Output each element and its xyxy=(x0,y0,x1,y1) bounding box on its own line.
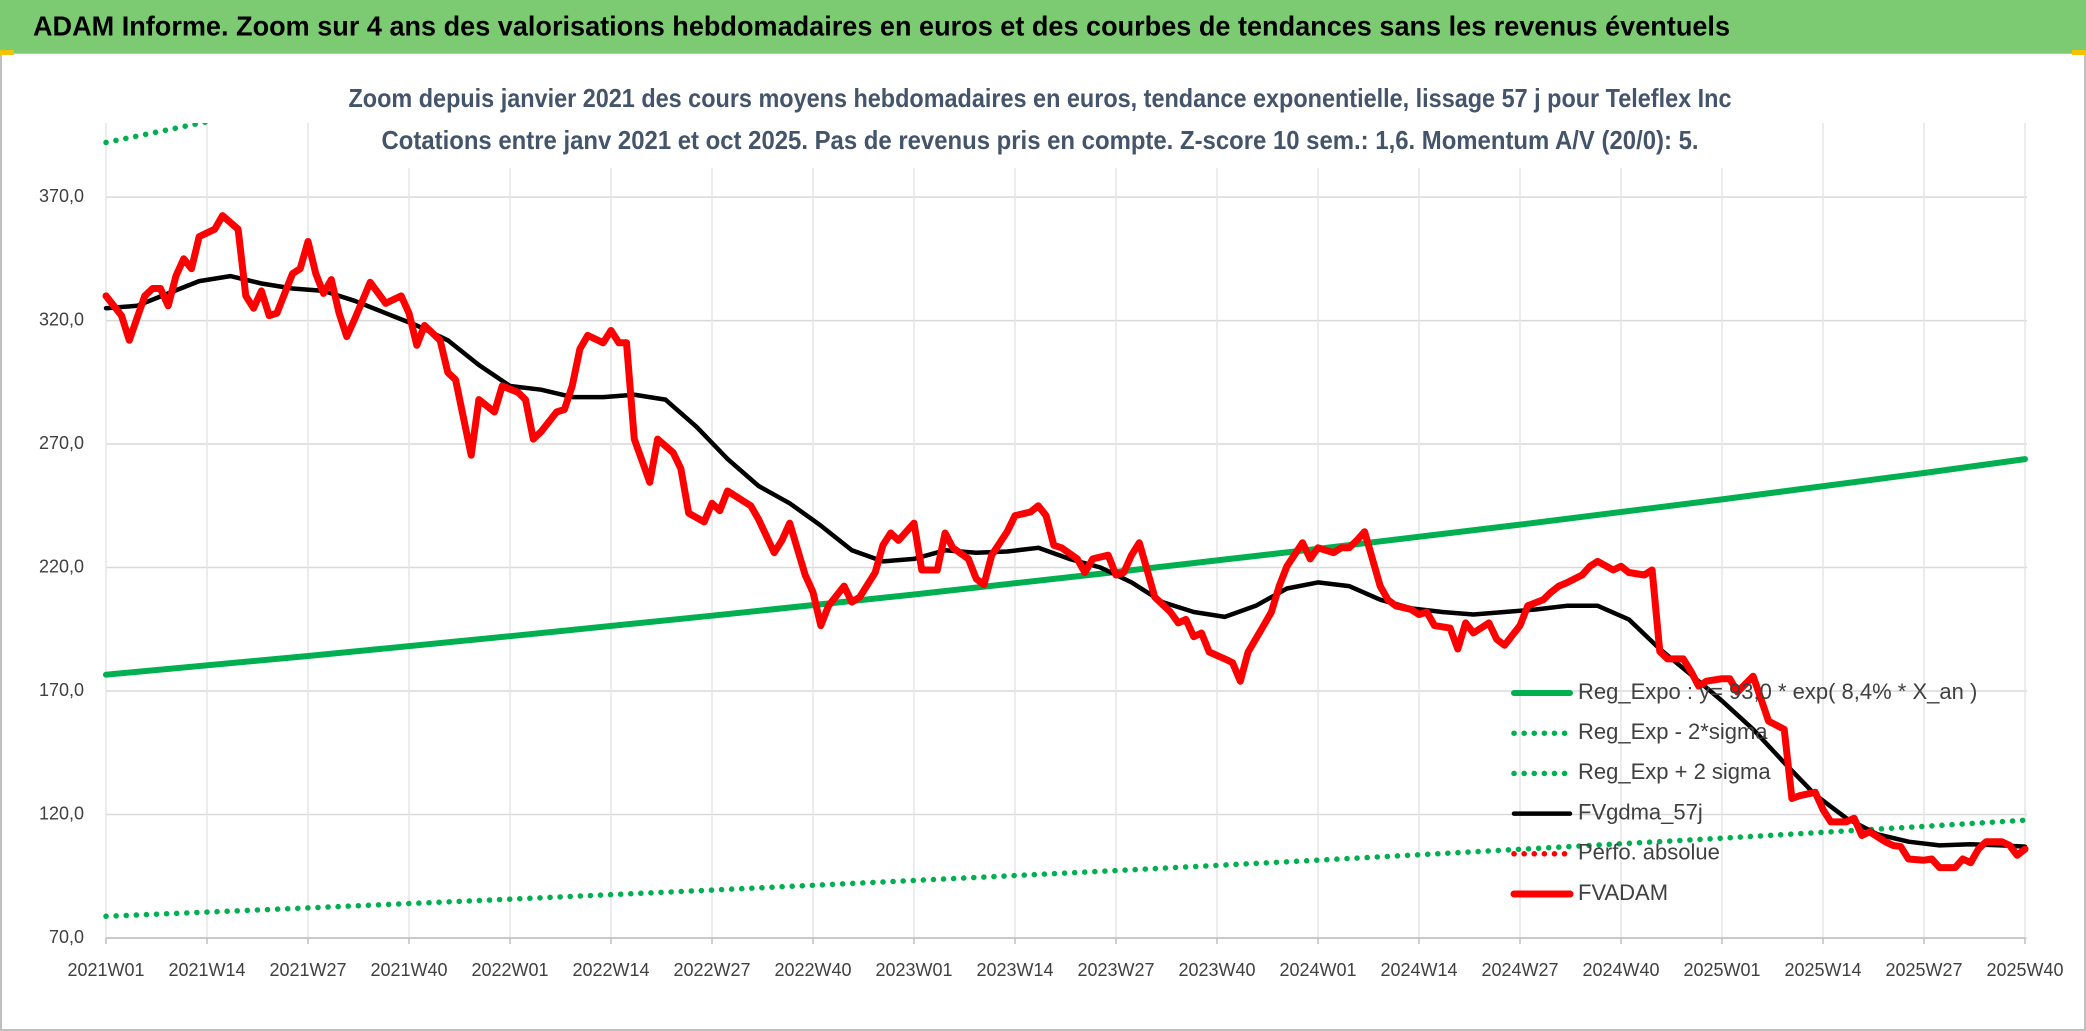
legend: Reg_Expo : y= 93,0 * exp( 8,4% * X_an ) R… xyxy=(1510,679,1977,905)
x-tick-label: 2024W27 xyxy=(1481,960,1558,980)
x-tick-label: 2021W40 xyxy=(370,960,447,980)
x-tick-label: 2023W01 xyxy=(875,960,952,980)
x-tick-label: 2025W27 xyxy=(1885,960,1962,980)
corner-mark xyxy=(0,50,14,55)
y-tick-label: 320,0 xyxy=(39,309,84,329)
legend-label: Reg_Exp + 2 sigma xyxy=(1578,759,1771,784)
x-tick-label: 2025W14 xyxy=(1784,960,1861,980)
corner-mark xyxy=(2072,50,2086,55)
subtitle: Zoom depuis janvier 2021 des cours moyen… xyxy=(349,83,1732,113)
chart-frame xyxy=(0,52,2086,1031)
y-tick-label: 220,0 xyxy=(39,556,84,576)
plot-area: 70,0 120,0 170,0 220,0 270,0 320,0 370,0 2021W0… xyxy=(39,123,2064,980)
x-tick-label: 2025W01 xyxy=(1683,960,1760,980)
y-tick-label: 270,0 xyxy=(39,433,84,453)
legend-label: Perfo. absolue xyxy=(1578,840,1720,865)
series-line xyxy=(102,212,2029,872)
legend-label: FVADAM xyxy=(1578,880,1668,905)
x-tick-label: 2024W40 xyxy=(1582,960,1659,980)
header-bar xyxy=(0,0,2086,53)
legend-label: Reg_Expo : y= 93,0 * exp( 8,4% * X_an ) xyxy=(1578,679,1977,704)
series-group xyxy=(102,123,2029,920)
x-tick-label: 2022W14 xyxy=(572,960,649,980)
x-tick-label: 2022W27 xyxy=(673,960,750,980)
x-tick-label: 2022W01 xyxy=(471,960,548,980)
chart-title: ADAM Informe. Zoom sur 4 ans des valoris… xyxy=(33,10,1730,41)
x-tick-label: 2022W40 xyxy=(774,960,851,980)
y-tick-label: 70,0 xyxy=(49,927,84,947)
y-tick-label: 120,0 xyxy=(39,803,84,823)
x-tick-label: 2023W27 xyxy=(1077,960,1154,980)
x-tick-label: 2024W01 xyxy=(1279,960,1356,980)
subtitle-box xyxy=(340,78,1740,168)
x-tick-label: 2021W01 xyxy=(67,960,144,980)
x-tick-label: 2025W40 xyxy=(1986,960,2063,980)
x-tick-label: 2021W14 xyxy=(168,960,245,980)
y-tick-label: 170,0 xyxy=(39,680,84,700)
x-tick-label: 2023W40 xyxy=(1178,960,1255,980)
legend-label: Reg_Exp - 2*sigma xyxy=(1578,719,1768,744)
legend-label: FVgdma_57j xyxy=(1578,799,1703,824)
x-tick-label: 2024W14 xyxy=(1380,960,1457,980)
y-tick-label: 370,0 xyxy=(39,186,84,206)
x-tick-label: 2021W27 xyxy=(269,960,346,980)
x-tick-label: 2023W14 xyxy=(976,960,1053,980)
series-line xyxy=(103,817,2028,920)
subtitle: Cotations entre janv 2021 et oct 2025. P… xyxy=(382,125,1699,155)
